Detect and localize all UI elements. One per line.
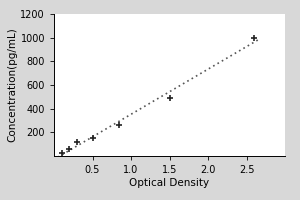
X-axis label: Optical Density: Optical Density	[129, 178, 210, 188]
Y-axis label: Concentration(pg/mL): Concentration(pg/mL)	[8, 28, 18, 142]
